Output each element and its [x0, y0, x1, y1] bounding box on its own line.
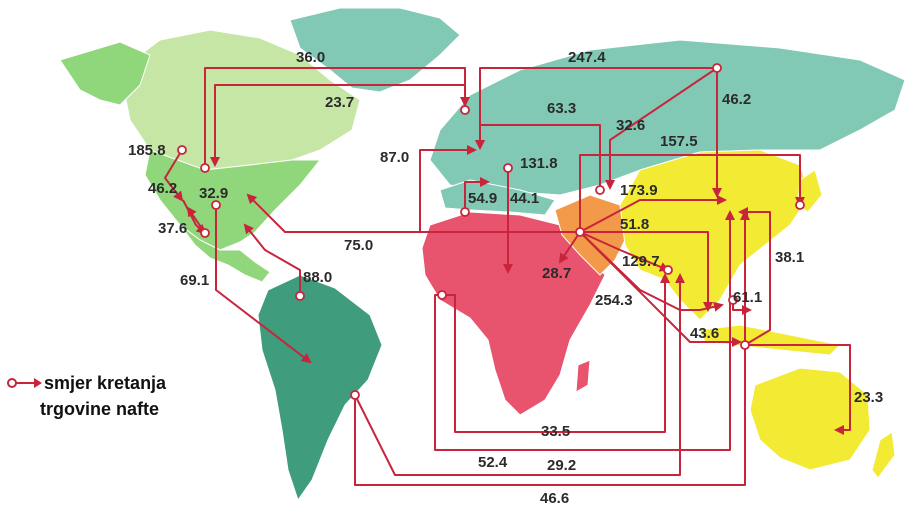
flow-label: 157.5	[660, 133, 698, 150]
origin-marker-caspian	[595, 185, 605, 195]
route-54-9	[464, 177, 490, 212]
flow-label: 75.0	[344, 237, 373, 254]
route-43-6	[579, 231, 742, 347]
origin-marker-se-asia	[728, 295, 738, 305]
origin-marker-singapore	[740, 340, 750, 350]
flow-label: 33.5	[541, 423, 570, 440]
alaska-region	[59, 41, 151, 106]
legend-row-text: trgovine nafte	[6, 396, 166, 422]
flow-label: 63.3	[547, 100, 576, 117]
route-29-2	[354, 273, 685, 476]
flow-label: 185.8	[128, 142, 166, 159]
flow-label: 247.4	[568, 49, 606, 66]
origin-marker-europe	[460, 105, 470, 115]
map-legend: smjer kretanja trgovine nafte	[6, 370, 166, 422]
origin-marker-brazil	[350, 390, 360, 400]
flow-label: 51.8	[620, 216, 649, 233]
flow-label: 131.8	[520, 155, 558, 172]
flow-label: 87.0	[380, 149, 409, 166]
flow-label: 23.3	[854, 389, 883, 406]
route-37-6	[186, 206, 206, 234]
flow-label: 29.2	[547, 457, 576, 474]
flow-label: 46.2	[722, 91, 751, 108]
flow-label: 88.0	[303, 269, 332, 286]
route-247-4	[475, 67, 717, 150]
flow-label: 43.6	[690, 325, 719, 342]
route-arrow-icon	[7, 378, 42, 388]
flow-label: 46.6	[540, 490, 569, 507]
south-america-region	[257, 274, 383, 502]
flow-label: 254.3	[595, 292, 633, 309]
route-51-8	[580, 231, 713, 312]
route-185-8	[164, 149, 184, 202]
flow-label: 54.9	[468, 190, 497, 207]
legend-line-2: trgovine nafte	[40, 398, 160, 419]
origin-marker-central-europe	[503, 163, 513, 173]
origin-marker-china	[795, 200, 805, 210]
madagascar-region	[575, 359, 591, 393]
route-88-0	[243, 223, 301, 296]
flow-labels: 36.0 23.7 247.4 46.2 63.3 32.6 157.5 87.…	[128, 49, 883, 507]
flow-label: 129.7	[622, 253, 660, 270]
flow-label: 46.2	[148, 180, 177, 197]
origin-marker-venezuela	[295, 291, 305, 301]
route-23-7	[210, 84, 466, 167]
flow-label: 37.6	[158, 220, 187, 237]
origin-marker-mexico	[200, 228, 210, 238]
origin-marker-canada-east	[200, 163, 210, 173]
flow-label: 44.1	[510, 190, 539, 207]
route-33-5	[442, 273, 670, 433]
route-38-1	[738, 207, 771, 346]
route-157-5	[579, 154, 805, 232]
route-129-7	[579, 231, 670, 272]
origin-marker-north-africa	[460, 207, 470, 217]
europe-russia-region	[429, 39, 906, 196]
usa-region	[144, 149, 322, 251]
origin-marker-russia	[712, 63, 722, 73]
flow-label: 52.4	[478, 454, 508, 471]
legend-row-arrow: smjer kretanja	[6, 370, 166, 396]
origin-marker-india	[663, 265, 673, 275]
legend-line-1: smjer kretanja	[44, 372, 167, 393]
flow-label: 173.9	[620, 182, 658, 199]
continents	[59, 7, 906, 502]
origin-marker-west-africa	[437, 290, 447, 300]
route-173-9	[579, 195, 727, 233]
flow-label: 32.9	[199, 185, 228, 202]
flow-label: 36.0	[296, 49, 325, 66]
route-origins	[177, 63, 805, 400]
route-32-6	[605, 67, 718, 190]
origin-marker-usa	[211, 200, 221, 210]
flow-label: 61.1	[733, 289, 762, 306]
origin-marker-middle-east	[575, 227, 585, 237]
origin-marker-canada	[177, 145, 187, 155]
australia-region	[749, 367, 871, 471]
route-23-3	[745, 344, 851, 435]
route-75-0	[246, 193, 580, 233]
route-63-3	[475, 124, 601, 190]
flow-label: 32.6	[616, 117, 645, 134]
flow-label: 28.7	[542, 265, 571, 282]
route-69-1	[215, 205, 312, 364]
flow-label: 23.7	[325, 94, 354, 111]
new-zealand-region	[871, 431, 896, 479]
route-28-7	[558, 231, 581, 264]
flow-label: 69.1	[180, 272, 209, 289]
flow-label: 38.1	[775, 249, 804, 266]
